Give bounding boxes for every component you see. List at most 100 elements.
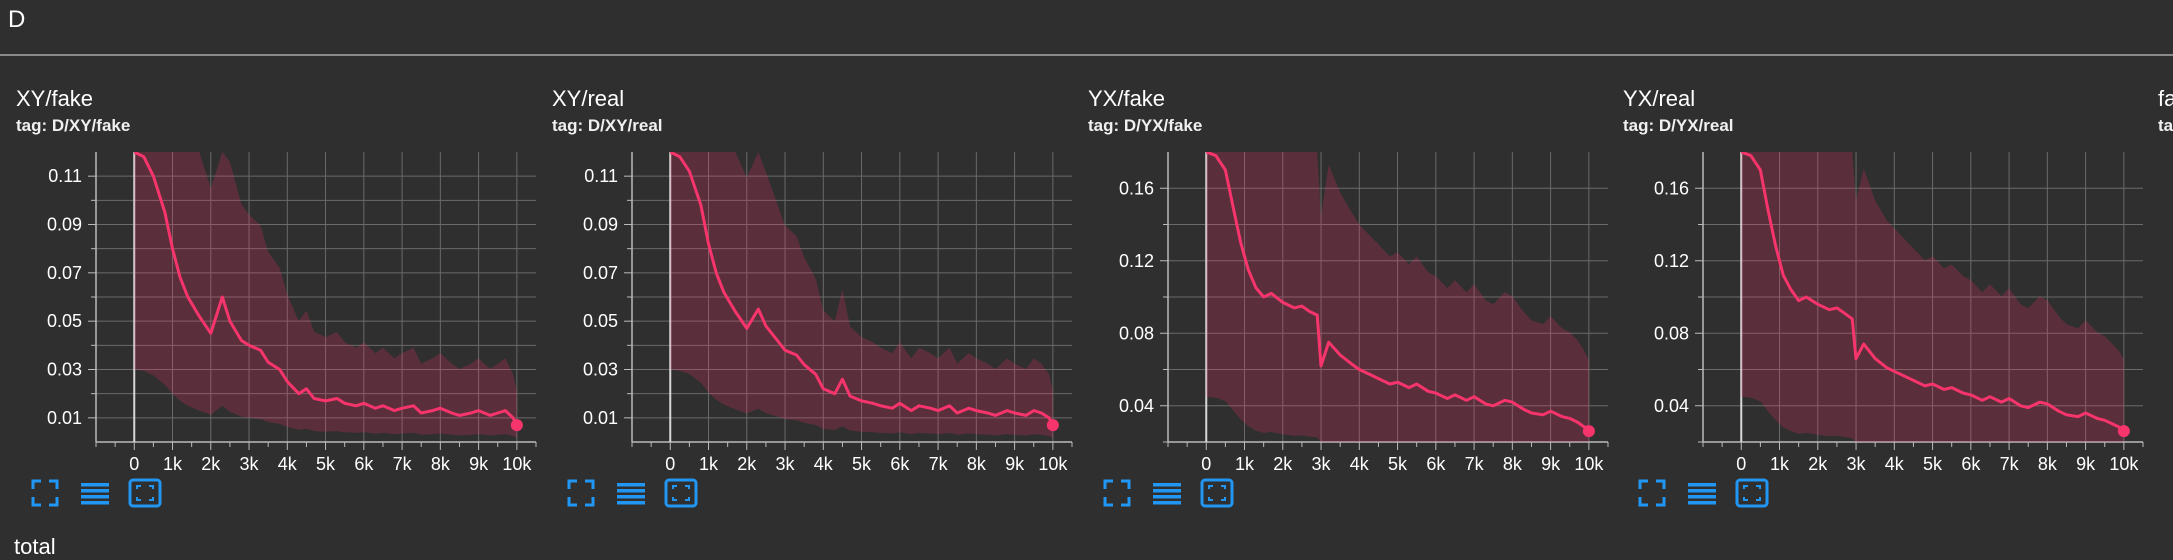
y-tick-label: 0.11 xyxy=(584,166,618,186)
x-tick-label: 2k xyxy=(1808,454,1828,474)
y-tick-label: 0.05 xyxy=(583,311,618,331)
toggle-y-log-icon xyxy=(617,483,645,505)
y-tick-label: 0.04 xyxy=(1654,396,1689,416)
series-end-point xyxy=(1582,425,1595,438)
y-tick-label: 0.08 xyxy=(1119,323,1154,343)
x-tick-label: 4k xyxy=(814,454,834,474)
raw-data-band xyxy=(134,152,517,438)
x-tick-label: 1k xyxy=(1770,454,1790,474)
y-tick-label: 0.04 xyxy=(1119,396,1154,416)
y-tick-label: 0.07 xyxy=(583,263,618,283)
x-tick-label: 3k xyxy=(776,454,796,474)
x-tick-label: 8k xyxy=(2038,454,2058,474)
y-tick-label: 0.07 xyxy=(47,263,82,283)
x-tick-label: 6k xyxy=(354,454,374,474)
chart-card: XY/real tag: D/XY/real 0 1k 2k 3k 4k 5k 6k 7k 8k 9k… xyxy=(544,86,1074,516)
y-tick-label: 0.08 xyxy=(1654,323,1689,343)
x-tick-label: 5k xyxy=(1923,454,1943,474)
group-divider xyxy=(0,54,2173,56)
fit-domain-icon xyxy=(128,478,162,508)
fullscreen-icon xyxy=(1103,479,1131,507)
x-tick-label: 8k xyxy=(1503,454,1523,474)
fit-domain-button[interactable] xyxy=(1735,476,1769,510)
x-tick-label: 2k xyxy=(201,454,221,474)
y-tick-label: 0.12 xyxy=(1654,251,1689,271)
x-tick-label: 5k xyxy=(316,454,336,474)
y-tick-label: 0.03 xyxy=(583,360,618,380)
x-tick-label: 10k xyxy=(1574,454,1604,474)
x-tick-label: 0 xyxy=(1201,454,1211,474)
toggle-log-scale-button[interactable] xyxy=(78,476,112,510)
series-line xyxy=(1205,152,1590,433)
raw-data-band xyxy=(670,152,1053,438)
chart-tag: tag xyxy=(2158,116,2173,135)
toggle-log-scale-button[interactable] xyxy=(1150,476,1184,510)
toggle-log-scale-button[interactable] xyxy=(1685,476,1719,510)
x-tick-label: 5k xyxy=(1388,454,1408,474)
fullscreen-button[interactable] xyxy=(1635,476,1669,510)
chart-title: fa xyxy=(2158,86,2173,111)
x-tick-label: 2k xyxy=(1273,454,1293,474)
chart-tag: tag: D/XY/fake xyxy=(16,116,131,135)
x-tick-label: 3k xyxy=(240,454,260,474)
x-tick-label: 0 xyxy=(665,454,675,474)
x-tick-label: 10k xyxy=(502,454,532,474)
x-tick-label: 8k xyxy=(967,454,987,474)
x-tick-label: 0 xyxy=(1736,454,1746,474)
y-tick-label: 0.05 xyxy=(47,311,82,331)
x-tick-label: 2k xyxy=(737,454,757,474)
x-tick-label: 6k xyxy=(1426,454,1446,474)
y-tick-label: 0.03 xyxy=(47,360,82,380)
toggle-y-log-icon xyxy=(1153,483,1181,505)
series-end-point xyxy=(510,419,523,432)
y-tick-label: 0.01 xyxy=(47,408,82,428)
fullscreen-button[interactable] xyxy=(564,476,598,510)
raw-data-band xyxy=(1741,152,2124,442)
chart-title: XY/fake xyxy=(16,86,94,111)
fit-domain-button[interactable] xyxy=(664,476,698,510)
fit-domain-button[interactable] xyxy=(1200,476,1234,510)
chart-tag: tag: D/XY/real xyxy=(552,116,663,135)
line-chart: 0 1k 2k 3k 4k 5k 6k 7k 8k 9k 10k 0.04 0.08 0.12 0.16 xyxy=(1119,152,1609,474)
fullscreen-button[interactable] xyxy=(28,476,62,510)
x-tick-label: 7k xyxy=(2000,454,2020,474)
y-tick-label: 0.09 xyxy=(583,215,618,235)
x-tick-label: 9k xyxy=(469,454,489,474)
line-chart: 0 1k 2k 3k 4k 5k 6k 7k 8k 9k 10k 0.01 0.03 0.05 0.07 0.… xyxy=(583,152,1073,474)
chart-title: YX/real xyxy=(1623,86,1696,111)
series-line xyxy=(669,152,1055,426)
y-tick-label: 0.16 xyxy=(1654,178,1689,198)
series-end-point xyxy=(1046,419,1059,432)
x-tick-label: 1k xyxy=(1235,454,1255,474)
x-tick-label: 9k xyxy=(1541,454,1561,474)
x-tick-label: 5k xyxy=(852,454,872,474)
x-tick-label: 1k xyxy=(163,454,183,474)
toggle-y-log-icon xyxy=(81,483,109,505)
fullscreen-icon xyxy=(31,479,59,507)
fit-domain-button[interactable] xyxy=(128,476,162,510)
chart-tag: tag: D/YX/fake xyxy=(1088,116,1203,135)
x-tick-label: 10k xyxy=(2109,454,2139,474)
line-chart: 0 1k 2k 3k 4k 5k 6k 7k 8k 9k 10k 0.01 0.03 0.05 0.07 0.… xyxy=(47,152,537,474)
chart-tag: tag: D/YX/real xyxy=(1623,116,1734,135)
chart-card: YX/real tag: D/YX/real 0 1k 2k 3k 4k 5k 6k 7k 8k 9k… xyxy=(1615,86,2145,516)
fit-domain-icon xyxy=(664,478,698,508)
x-tick-label: 8k xyxy=(431,454,451,474)
fullscreen-button[interactable] xyxy=(1100,476,1134,510)
x-tick-label: 9k xyxy=(1005,454,1025,474)
chart-title: XY/real xyxy=(552,86,625,111)
group-title: D xyxy=(8,6,26,33)
series-end-point xyxy=(2117,425,2130,438)
fit-domain-icon xyxy=(1200,478,1234,508)
toggle-y-log-icon xyxy=(1688,483,1716,505)
x-tick-label: 7k xyxy=(393,454,413,474)
x-tick-label: 0 xyxy=(129,454,139,474)
chart-card: XY/fake tag: D/XY/fake 0 1k 2k 3k 4k 5k 6k 7k 8k 9k… xyxy=(8,86,538,516)
toggle-log-scale-button[interactable] xyxy=(614,476,648,510)
y-tick-label: 0.12 xyxy=(1119,251,1154,271)
fit-domain-icon xyxy=(1735,478,1769,508)
y-tick-label: 0.11 xyxy=(48,166,82,186)
x-tick-label: 3k xyxy=(1847,454,1867,474)
y-tick-label: 0.09 xyxy=(47,215,82,235)
x-tick-label: 1k xyxy=(699,454,719,474)
